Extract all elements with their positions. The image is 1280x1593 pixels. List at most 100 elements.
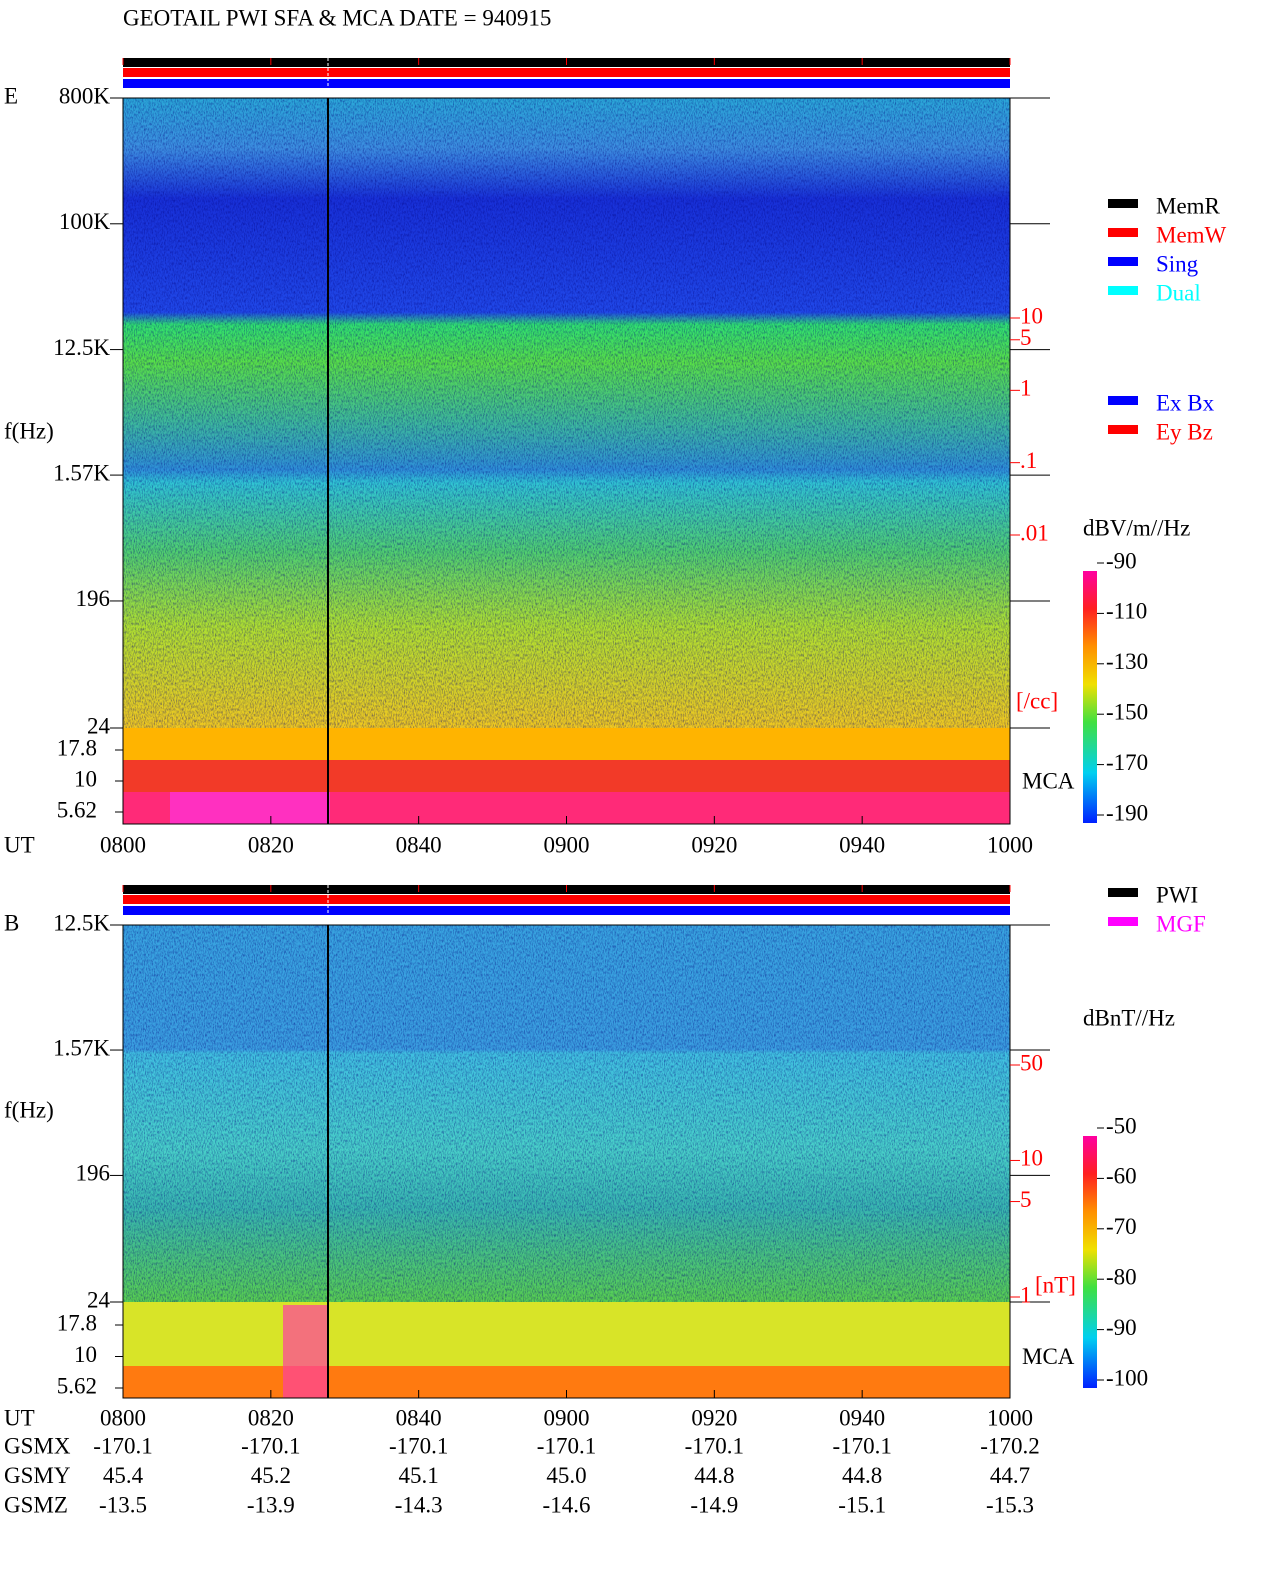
orbit-value: -14.6: [543, 1492, 591, 1517]
panel-label: E: [4, 83, 18, 108]
orbit-value: -170.1: [832, 1433, 891, 1458]
mca-tick-label: 17.8: [57, 1310, 97, 1335]
legend-swatch: [1108, 396, 1138, 405]
mca-tick-label: 10: [74, 766, 97, 791]
legend-label: PWI: [1156, 882, 1198, 907]
colorbar-tick-label: -110: [1106, 599, 1147, 624]
legend-label: MGF: [1156, 911, 1206, 936]
mca-tick-label: 17.8: [57, 735, 97, 760]
colorbar-tick-label: -60: [1106, 1164, 1137, 1189]
orbit-value: -14.3: [395, 1492, 443, 1517]
x-tick-label: 0820: [248, 832, 294, 857]
x-tick-label: 0900: [544, 1405, 590, 1430]
density-tick-label: 50: [1020, 1050, 1043, 1075]
legend-swatch: [1108, 917, 1138, 926]
x-tick-label: 0920: [691, 832, 737, 857]
density-label: [/cc]: [1016, 688, 1058, 713]
legend-swatch: [1108, 228, 1138, 237]
orbit-value: 45.2: [251, 1463, 291, 1488]
status-bar: [123, 906, 1010, 915]
y-axis-label: f(Hz): [4, 418, 54, 443]
y-tick-label: 196: [76, 1161, 111, 1186]
legend-swatch: [1108, 286, 1138, 295]
density-tick-label: .01: [1020, 520, 1049, 545]
x-tick-label: 0820: [248, 1405, 294, 1430]
density-tick-label: .1: [1020, 448, 1037, 473]
x-tick-label: 0840: [396, 832, 442, 857]
orbit-value: -170.2: [980, 1433, 1039, 1458]
orbit-value: -15.3: [986, 1492, 1034, 1517]
y-tick-label: 100K: [59, 209, 111, 234]
orbit-row-label: GSMX: [4, 1433, 71, 1458]
mca-tick-label: 10: [74, 1342, 97, 1367]
colorbar-tick-label: -170: [1106, 750, 1148, 775]
density-tick-label: 1: [1020, 1282, 1032, 1307]
orbit-value: -13.9: [247, 1492, 295, 1517]
x-tick-label: 0840: [396, 1405, 442, 1430]
density-tick-label: 5: [1020, 1187, 1032, 1212]
mca-band: [283, 1305, 328, 1398]
x-tick-label: 0800: [100, 832, 146, 857]
x-axis-label: UT: [4, 1405, 35, 1430]
colorbar: [1083, 571, 1097, 823]
colorbar: [1083, 1136, 1097, 1388]
mca-label: MCA: [1022, 768, 1075, 793]
mca-tick-label: 5.62: [57, 797, 97, 822]
legend-swatch: [1108, 199, 1138, 208]
y-tick-label: 12.5K: [53, 335, 110, 360]
colorbar-label: dBV/m//Hz: [1083, 515, 1190, 540]
x-axis-label: UT: [4, 832, 35, 857]
mca-band: [123, 1302, 1010, 1366]
status-bar: [123, 895, 1010, 904]
y-tick-label: 800K: [59, 83, 111, 108]
colorbar-label: dBnT//Hz: [1083, 1005, 1175, 1030]
orbit-value: -170.1: [93, 1433, 152, 1458]
status-bar: [123, 79, 1010, 88]
legend-label: MemW: [1156, 222, 1227, 247]
x-tick-label: 1000: [987, 832, 1033, 857]
mca-label: MCA: [1022, 1344, 1075, 1369]
orbit-value: 45.4: [103, 1463, 144, 1488]
density-label: [nT]: [1035, 1272, 1076, 1297]
legend-swatch: [1108, 257, 1138, 266]
density-tick-label: 10: [1020, 1146, 1043, 1171]
orbit-value: -15.1: [838, 1492, 886, 1517]
x-tick-label: 0940: [839, 1405, 885, 1430]
orbit-value: 44.8: [842, 1463, 882, 1488]
y-tick-label: 24: [87, 1287, 111, 1312]
orbit-value: -170.1: [241, 1433, 300, 1458]
density-tick-label: 5: [1020, 325, 1032, 350]
density-tick-label: 10: [1020, 303, 1043, 328]
legend-label: MemR: [1156, 193, 1221, 218]
legend-swatch: [1108, 888, 1138, 897]
orbit-row-label: GSMZ: [4, 1492, 68, 1517]
legend-label: Ey Bz: [1156, 419, 1213, 444]
colorbar-tick-label: -50: [1106, 1113, 1137, 1138]
colorbar-tick-label: -190: [1106, 800, 1148, 825]
orbit-row-label: GSMY: [4, 1463, 71, 1488]
colorbar-tick-label: -80: [1106, 1264, 1137, 1289]
orbit-value: 44.8: [694, 1463, 734, 1488]
legend-swatch: [1108, 425, 1138, 434]
y-tick-label: 1.57K: [53, 1035, 110, 1060]
spectrogram-texture: [123, 98, 1010, 728]
colorbar-tick-label: -70: [1106, 1214, 1137, 1239]
x-tick-label: 0800: [100, 1405, 146, 1430]
orbit-value: 44.7: [990, 1463, 1030, 1488]
legend-label: Dual: [1156, 280, 1201, 305]
colorbar-tick-label: -90: [1106, 1315, 1137, 1340]
mca-band: [123, 760, 1010, 792]
orbit-value: -14.9: [690, 1492, 738, 1517]
orbit-value: -170.1: [389, 1433, 448, 1458]
orbit-value: -13.5: [99, 1492, 147, 1517]
x-tick-label: 0920: [691, 1405, 737, 1430]
x-tick-label: 1000: [987, 1405, 1033, 1430]
y-axis-label: f(Hz): [4, 1097, 54, 1122]
spectrogram-texture: [123, 925, 1010, 1302]
orbit-value: 45.1: [399, 1463, 439, 1488]
density-tick-label: 1: [1020, 376, 1032, 401]
colorbar-tick-label: -90: [1106, 548, 1137, 573]
panel-label: B: [4, 910, 19, 935]
y-tick-label: 12.5K: [53, 910, 110, 935]
